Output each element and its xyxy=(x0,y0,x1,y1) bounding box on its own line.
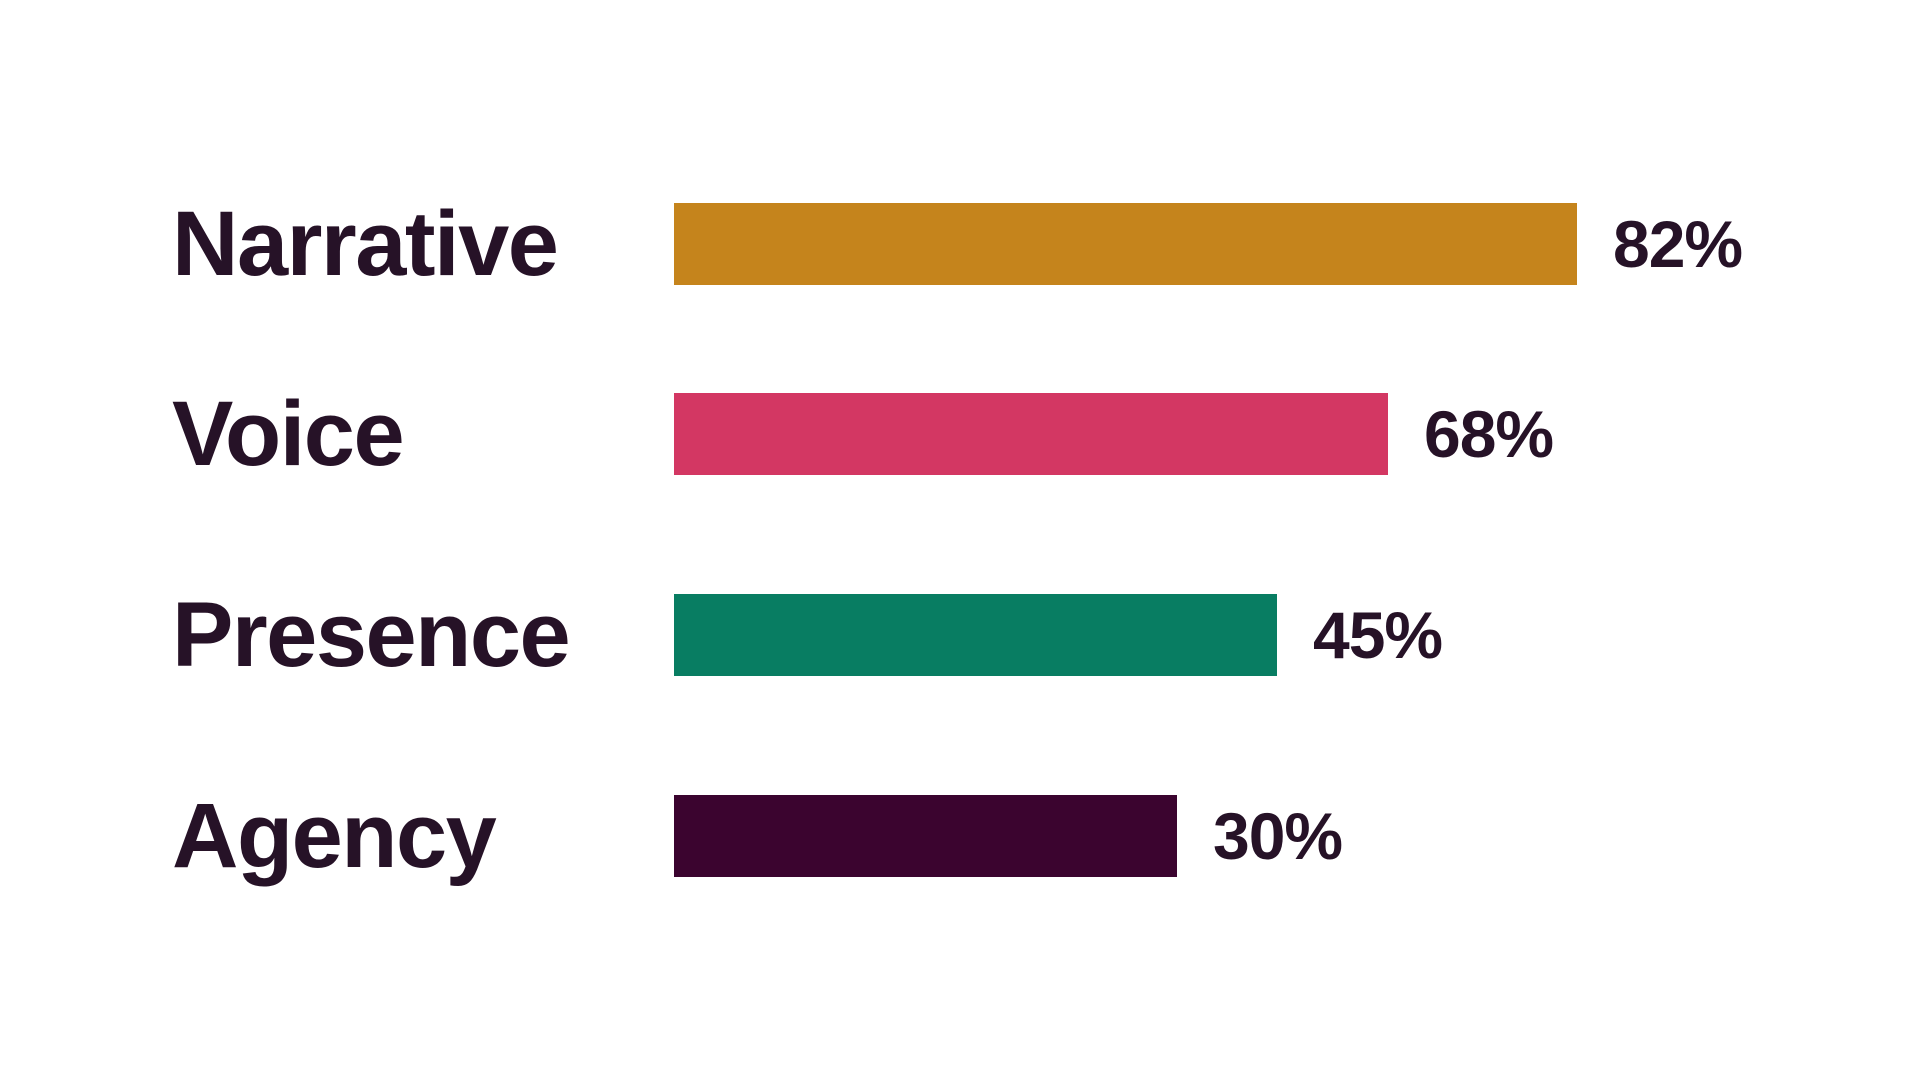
chart-row-presence: Presence 45% xyxy=(0,589,1920,681)
bar-narrative xyxy=(674,203,1577,285)
value-label: 82% xyxy=(1613,207,1743,281)
category-label: Agency xyxy=(172,785,497,887)
chart-row-agency: Agency 30% xyxy=(0,790,1920,882)
category-label: Presence xyxy=(172,584,571,686)
bar-agency xyxy=(674,795,1177,877)
value-label: 45% xyxy=(1313,598,1443,672)
bar-voice xyxy=(674,393,1388,475)
chart-row-voice: Voice 68% xyxy=(0,388,1920,480)
bar-presence xyxy=(674,594,1277,676)
value-label: 30% xyxy=(1213,799,1343,873)
category-label: Voice xyxy=(172,383,405,485)
category-label: Narrative xyxy=(172,193,559,295)
chart-row-narrative: Narrative 82% xyxy=(0,198,1920,290)
value-label: 68% xyxy=(1424,397,1554,471)
